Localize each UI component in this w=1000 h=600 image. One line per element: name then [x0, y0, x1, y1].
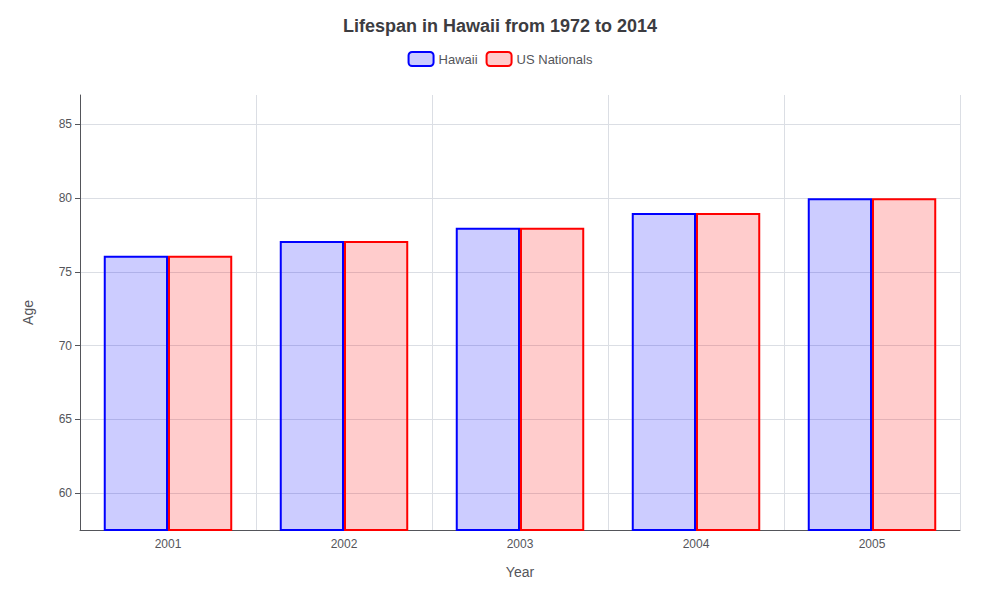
svg-text:70: 70 — [59, 339, 73, 353]
svg-text:2003: 2003 — [507, 537, 534, 551]
svg-text:Lifespan in Hawaii from 1972 t: Lifespan in Hawaii from 1972 to 2014 — [343, 16, 657, 36]
svg-text:2002: 2002 — [331, 537, 358, 551]
svg-text:Age: Age — [20, 300, 36, 325]
svg-text:80: 80 — [59, 191, 73, 205]
svg-text:US Nationals: US Nationals — [517, 52, 593, 67]
svg-text:2005: 2005 — [859, 537, 886, 551]
svg-text:Year: Year — [506, 564, 535, 580]
svg-text:2001: 2001 — [155, 537, 182, 551]
svg-text:Hawaii: Hawaii — [439, 52, 478, 67]
svg-text:60: 60 — [59, 486, 73, 500]
svg-text:65: 65 — [59, 412, 73, 426]
svg-text:75: 75 — [59, 265, 73, 279]
svg-text:85: 85 — [59, 117, 73, 131]
svg-text:2004: 2004 — [683, 537, 710, 551]
